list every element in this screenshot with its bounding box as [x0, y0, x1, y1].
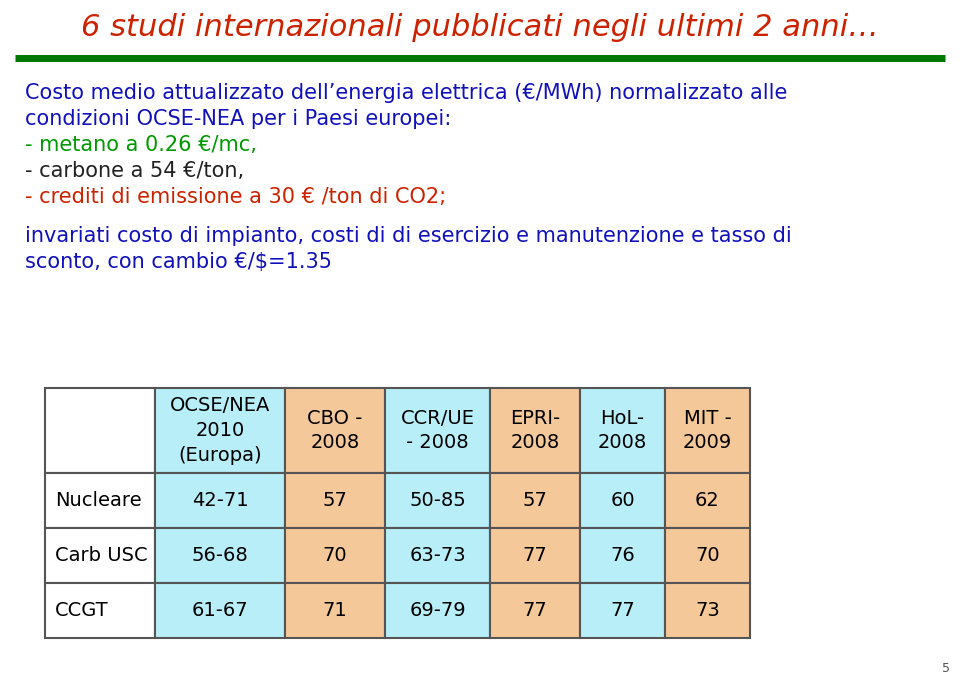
- Text: invariati costo di impianto, costi di di esercizio e manutenzione e tasso di: invariati costo di impianto, costi di di…: [25, 226, 792, 246]
- Text: 61-67: 61-67: [192, 601, 249, 620]
- Bar: [155, 528, 285, 583]
- Text: OCSE/NEA
2010
(Europa): OCSE/NEA 2010 (Europa): [170, 396, 270, 465]
- Bar: [45, 388, 155, 473]
- Bar: [155, 388, 285, 473]
- Text: CCR/UE
- 2008: CCR/UE - 2008: [400, 408, 474, 453]
- Bar: [285, 473, 385, 528]
- Text: 77: 77: [611, 601, 635, 620]
- Text: 5: 5: [942, 662, 950, 675]
- Bar: [580, 473, 665, 528]
- Bar: [385, 583, 490, 638]
- Text: - crediti di emissione a 30 € /ton di CO2;: - crediti di emissione a 30 € /ton di CO…: [25, 187, 446, 207]
- Text: 76: 76: [611, 546, 635, 565]
- Bar: [490, 473, 580, 528]
- Text: 6 studi internazionali pubblicati negli ultimi 2 anni…: 6 studi internazionali pubblicati negli …: [82, 14, 878, 42]
- Text: 70: 70: [695, 546, 720, 565]
- Bar: [490, 583, 580, 638]
- Bar: [665, 473, 750, 528]
- Bar: [665, 388, 750, 473]
- Text: 56-68: 56-68: [192, 546, 249, 565]
- Text: 60: 60: [611, 491, 635, 510]
- Bar: [285, 528, 385, 583]
- Bar: [490, 528, 580, 583]
- Text: 71: 71: [323, 601, 348, 620]
- Text: 70: 70: [323, 546, 348, 565]
- Bar: [285, 583, 385, 638]
- Bar: [285, 388, 385, 473]
- Bar: [385, 473, 490, 528]
- Bar: [580, 388, 665, 473]
- Text: 77: 77: [522, 546, 547, 565]
- Text: 50-85: 50-85: [409, 491, 466, 510]
- Text: 57: 57: [522, 491, 547, 510]
- Text: 69-79: 69-79: [409, 601, 466, 620]
- Bar: [580, 583, 665, 638]
- Bar: [45, 473, 155, 528]
- Text: 63-73: 63-73: [409, 546, 466, 565]
- Bar: [665, 528, 750, 583]
- Text: Nucleare: Nucleare: [55, 491, 142, 510]
- Text: EPRI-
2008: EPRI- 2008: [510, 408, 560, 453]
- Bar: [385, 528, 490, 583]
- Text: 73: 73: [695, 601, 720, 620]
- Text: sconto, con cambio €/$=1.35: sconto, con cambio €/$=1.35: [25, 252, 332, 272]
- Text: - carbone a 54 €/ton,: - carbone a 54 €/ton,: [25, 161, 244, 181]
- Text: CBO -
2008: CBO - 2008: [307, 408, 363, 453]
- Text: 77: 77: [522, 601, 547, 620]
- Text: Costo medio attualizzato dell’energia elettrica (€/MWh) normalizzato alle: Costo medio attualizzato dell’energia el…: [25, 83, 787, 103]
- Bar: [385, 388, 490, 473]
- Bar: [490, 388, 580, 473]
- Text: condizioni OCSE-NEA per i Paesi europei:: condizioni OCSE-NEA per i Paesi europei:: [25, 109, 451, 129]
- Bar: [155, 583, 285, 638]
- Bar: [580, 528, 665, 583]
- Bar: [45, 583, 155, 638]
- Bar: [45, 528, 155, 583]
- Bar: [665, 583, 750, 638]
- Bar: [155, 473, 285, 528]
- Text: Carb USC: Carb USC: [55, 546, 148, 565]
- Text: 42-71: 42-71: [192, 491, 249, 510]
- Text: 62: 62: [695, 491, 720, 510]
- Text: 57: 57: [323, 491, 348, 510]
- Text: MIT -
2009: MIT - 2009: [683, 408, 732, 453]
- Text: CCGT: CCGT: [55, 601, 108, 620]
- Text: HoL-
2008: HoL- 2008: [598, 408, 647, 453]
- Text: - metano a 0.26 €/mc,: - metano a 0.26 €/mc,: [25, 135, 257, 155]
